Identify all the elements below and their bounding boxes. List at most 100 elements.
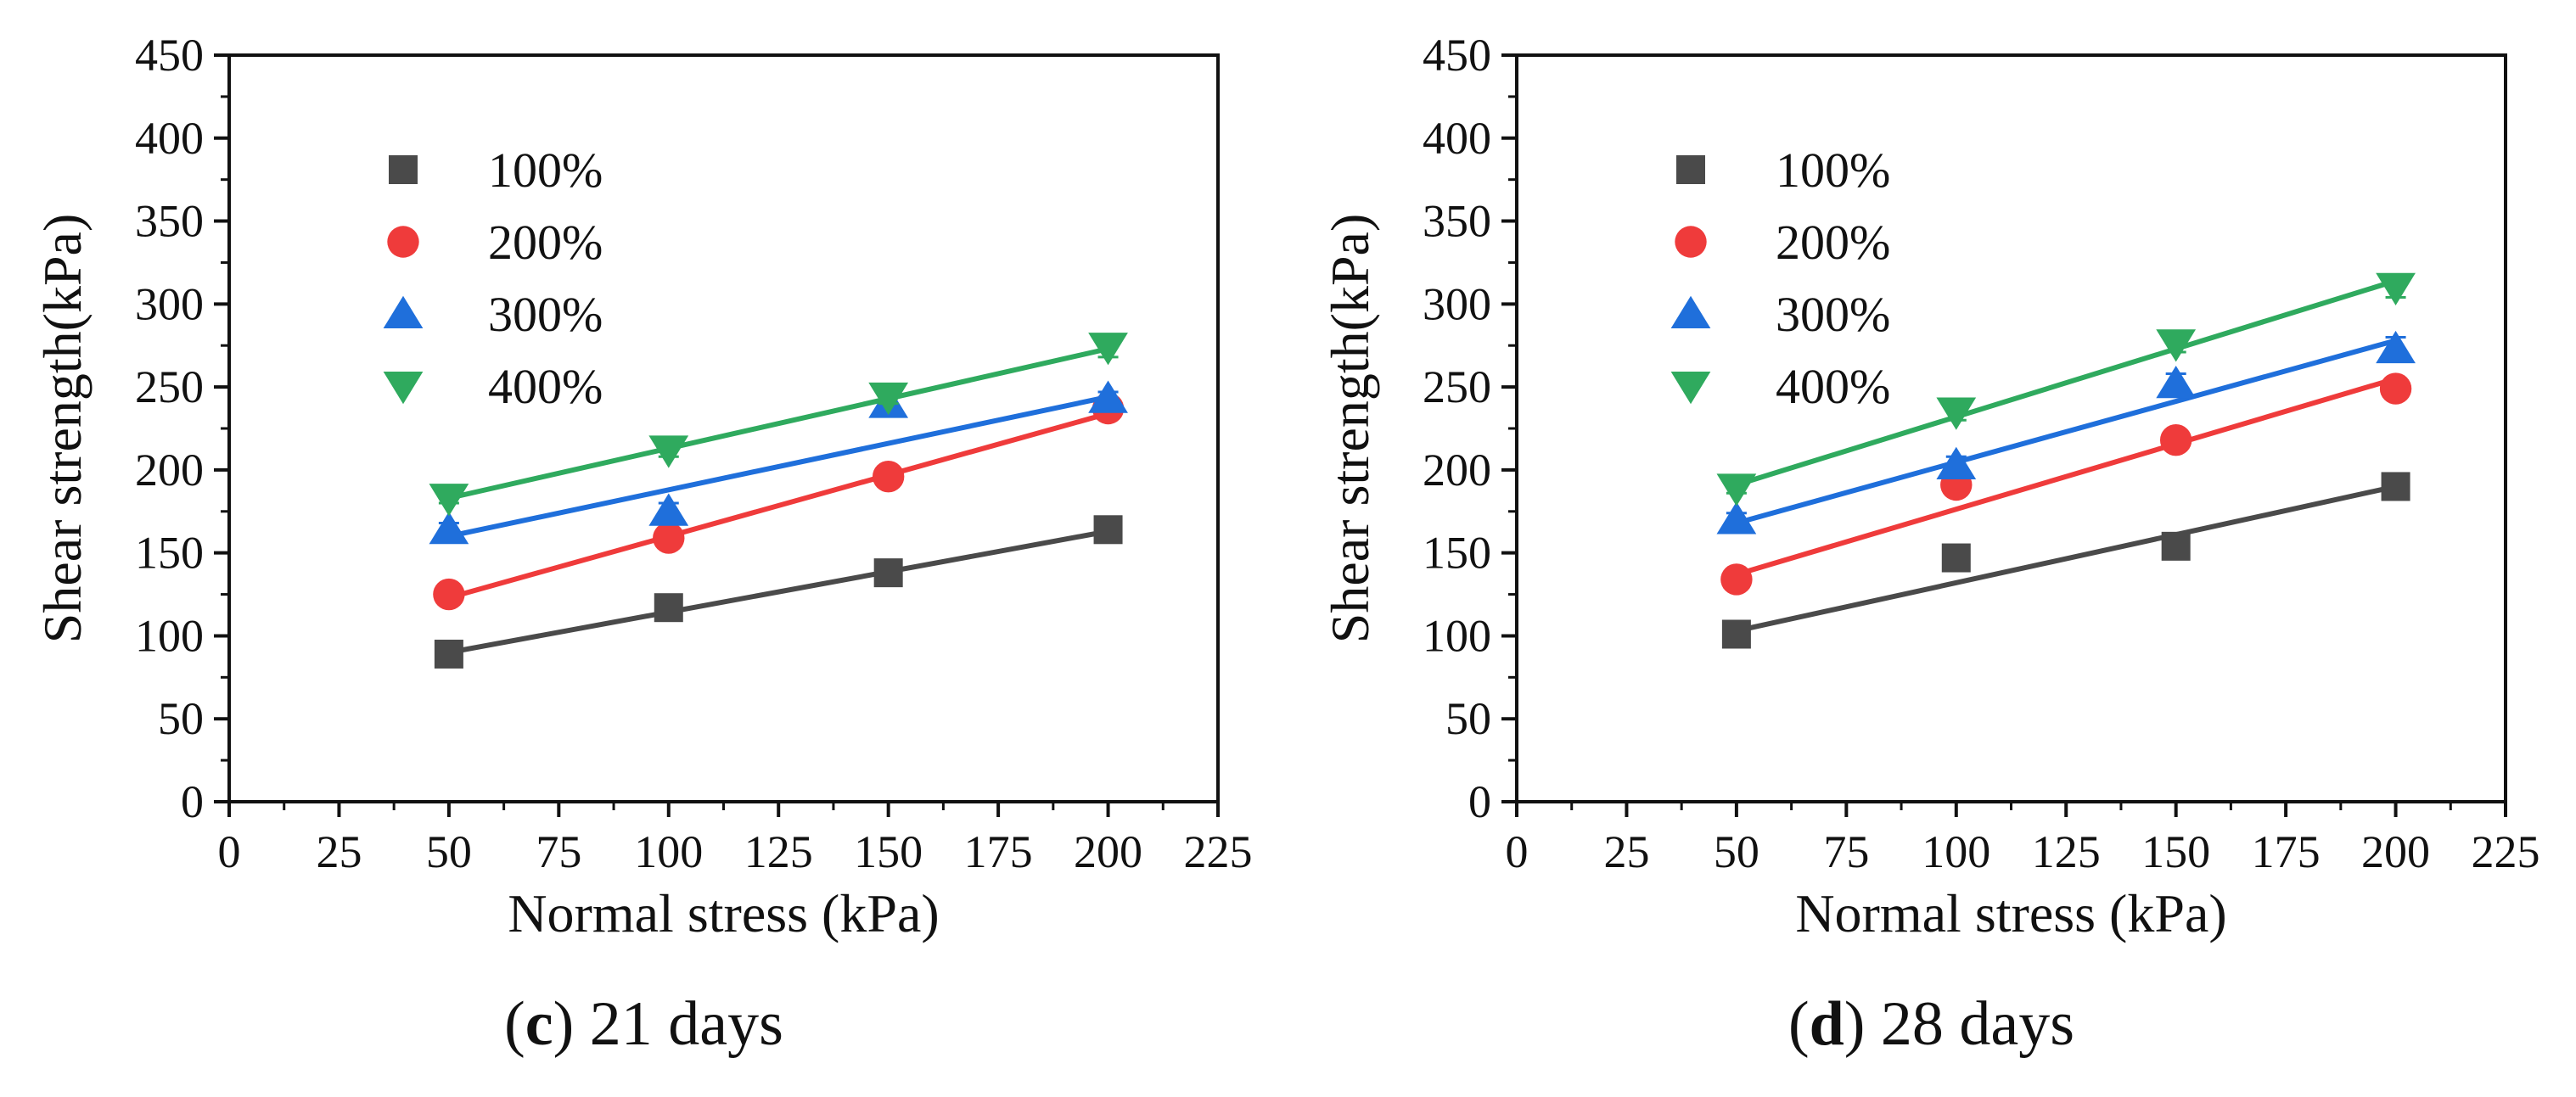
caption-c: (c) 21 days [504,989,783,1059]
y-tick-label: 200 [135,445,204,495]
data-point [648,435,689,468]
x-tick-label: 25 [316,826,362,877]
x-tick-label: 200 [2361,826,2430,877]
y-tick-label: 100 [1423,610,1491,661]
legend-marker [1676,155,1705,184]
legend-label: 300% [488,287,603,342]
data-point [2159,423,2192,456]
chart-d: 0 25 50 75 100 125 150 175 200 225 0 50 100 150 200 250… [1320,30,2540,943]
fit-line [1736,338,2397,526]
x-tick-label: 225 [2472,826,2540,877]
legend-marker [1670,295,1711,328]
y-tick-label: 450 [1423,30,1491,81]
y-tick-label: 150 [135,528,204,579]
fit-line [1736,376,2397,577]
data-point [434,639,463,669]
data-point [429,512,469,545]
data-point [1716,473,1757,507]
y-tick-label: 0 [1468,776,1491,827]
series-400% [1716,272,2416,507]
caption-text-c: 21 days [589,989,783,1059]
fit-line [448,346,1109,501]
legend-marker [387,226,419,258]
x-tick-label: 50 [1714,826,1759,877]
x-tick-label: 175 [964,826,1033,877]
y-tick-label: 250 [1423,361,1491,412]
data-point [2379,372,2412,405]
y-tick-label: 100 [135,610,204,661]
y-tick-label: 350 [1423,196,1491,247]
y-tick-label: 400 [135,113,204,164]
legend-label: 400% [488,359,603,414]
legend-label: 100% [488,143,603,198]
data-point [868,382,909,416]
panel-d: 0 25 50 75 100 125 150 175 200 225 0 50 100 150 200 250… [1288,0,2575,1097]
legend-marker [1670,372,1711,405]
caption-letter-d: d [1809,989,1844,1059]
data-point [2376,272,2416,306]
legend-label: 100% [1776,143,1890,198]
series-200% [1720,372,2412,596]
x-tick-label: 175 [2252,826,2321,877]
x-tick-label: 150 [854,826,923,877]
x-tick-label: 0 [1506,826,1529,877]
data-point [433,578,465,611]
x-axis-title: Normal stress (kPa) [508,883,939,943]
legend-marker [383,372,424,405]
data-point [648,493,689,526]
y-tick-label: 350 [135,196,204,247]
data-point [2156,329,2197,362]
y-tick-label: 50 [158,693,204,744]
series-300% [1716,330,2416,535]
series-100% [434,515,1123,669]
y-tick-label: 450 [135,30,204,81]
x-tick-label: 150 [2141,826,2210,877]
x-tick-label: 75 [1823,826,1869,877]
x-tick-label: 100 [634,826,703,877]
data-point [1088,380,1128,413]
x-axis-title: Normal stress (kPa) [1795,883,2226,943]
x-tick-label: 200 [1074,826,1142,877]
caption-d: (d) 28 days [1787,989,2075,1059]
y-tick-label: 250 [135,361,204,412]
legend: 100% 200% 300% 400% [1670,143,1890,414]
data-point [2156,365,2197,399]
data-point [1936,397,1977,430]
series-100% [1721,472,2410,649]
data-point [873,558,903,588]
data-point [2381,472,2410,501]
plot-frame [1515,53,2507,803]
data-point [2376,330,2416,364]
y-tick-label: 200 [1423,445,1491,495]
legend: 100% 200% 300% 400% [383,143,603,414]
series-400% [429,333,1128,517]
y-tick-label: 300 [135,278,204,329]
data-point [872,461,905,493]
x-tick-label: 0 [218,826,241,877]
x-tick-label: 50 [426,826,472,877]
y-tick-label: 300 [1423,278,1491,329]
legend-label: 200% [1776,215,1890,270]
data-point [2161,531,2191,561]
y-tick-label: 0 [181,776,204,827]
x-tick-label: 100 [1922,826,1990,877]
y-axis-title: Shear strength(kPa) [32,214,93,644]
y-tick-label: 400 [1423,113,1491,164]
panel-c: 0 25 50 75 100 125 150 175 200 225 0 50 100 150 200 250… [32,30,1253,1059]
legend-marker [389,155,418,184]
fit-line [448,394,1109,540]
legend-label: 400% [1776,359,1890,414]
legend-marker [1675,226,1707,258]
data-point [429,484,469,517]
x-tick-label: 125 [744,826,813,877]
data-point [1936,446,1977,480]
legend-label: 300% [1776,287,1890,342]
x-tick-label: 25 [1603,826,1649,877]
y-tick-label: 50 [1445,693,1491,744]
plot-frame [227,53,1220,803]
caption-letter-c: c [525,989,553,1059]
data-point [1093,515,1123,545]
data-point [654,593,683,623]
fit-line [448,529,1109,655]
x-tick-label: 225 [1184,826,1253,877]
